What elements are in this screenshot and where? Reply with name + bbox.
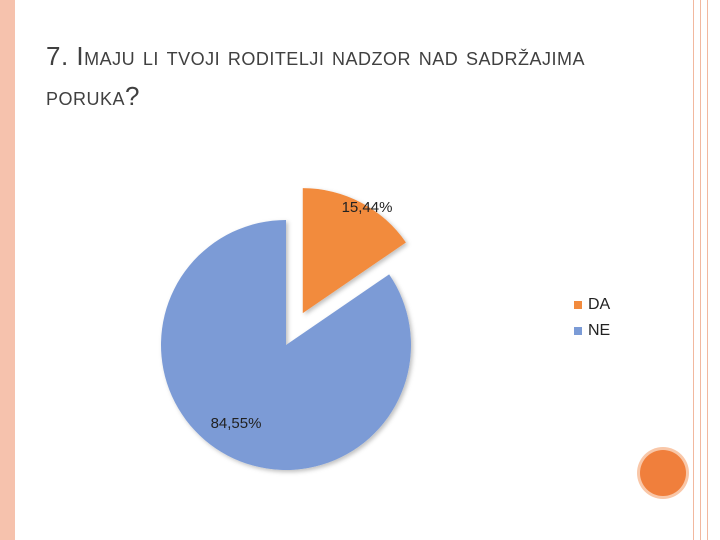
right-decorative-rule — [700, 0, 701, 540]
legend-entry-da: DA — [574, 292, 610, 318]
chart-legend: DA NE — [574, 292, 610, 344]
legend-entry-ne: NE — [574, 318, 610, 344]
slide-title: 7. Imaju li tvoji roditelji nadzor nad s… — [46, 41, 586, 111]
right-decorative-rule — [693, 0, 694, 540]
slice-label-da: 15,44% — [342, 199, 393, 216]
right-decorative-rule — [707, 0, 708, 540]
legend-label-ne: NE — [588, 322, 611, 339]
legend-swatch-da — [574, 301, 582, 309]
left-decorative-band — [0, 0, 15, 540]
slice-label-ne: 84,55% — [211, 415, 262, 432]
legend-swatch-ne — [574, 327, 582, 335]
pie-slice-da — [302, 188, 406, 314]
decorative-circle — [640, 450, 686, 496]
pie-slice-ne — [161, 220, 411, 471]
legend-label-da: DA — [588, 296, 611, 313]
